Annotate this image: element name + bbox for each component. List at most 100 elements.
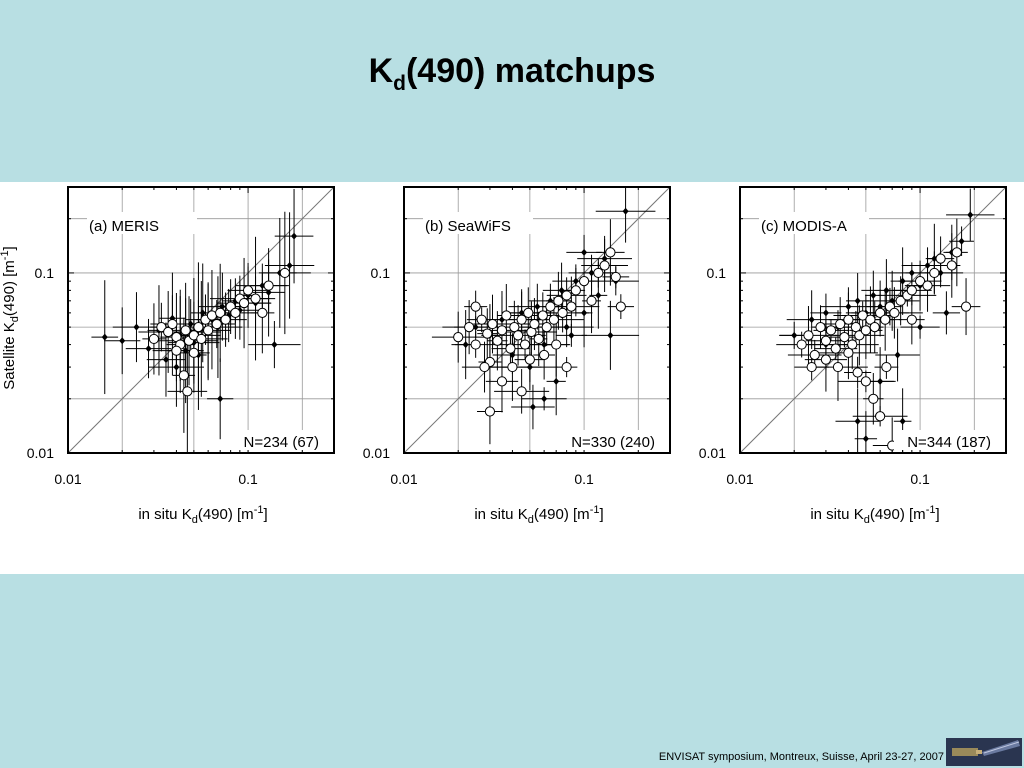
circle-point	[492, 335, 503, 346]
diamond-point	[899, 417, 906, 425]
diamond-point	[119, 337, 126, 345]
diamond-point	[601, 255, 608, 263]
n-count-label: N=344 (187)	[907, 434, 991, 451]
diamond-point	[182, 347, 189, 355]
circle-point	[238, 297, 250, 309]
circle-point	[533, 333, 544, 345]
circle-point	[193, 322, 204, 333]
diamond-point	[526, 363, 533, 371]
circle-point	[516, 314, 527, 325]
diamond-point	[199, 309, 206, 317]
circle-point	[880, 314, 891, 325]
circle-point	[586, 295, 597, 306]
y-axis-label-group: Satellite Kd(490) [m-1]	[0, 246, 21, 389]
circle-point	[211, 318, 222, 330]
diamond-point	[568, 331, 575, 339]
diamond-point	[541, 341, 548, 349]
circle-point	[196, 333, 207, 345]
circle-point	[610, 271, 621, 283]
x-tick-label: 0.1	[910, 471, 930, 487]
diamond-point	[133, 323, 140, 331]
diamond-point	[187, 320, 194, 328]
circle-point	[171, 345, 182, 356]
diamond-point	[877, 303, 884, 311]
diamond-point	[889, 297, 896, 305]
panel-label: (c) MODIS-A	[761, 218, 847, 235]
circle-point	[875, 411, 886, 422]
circle-point	[453, 332, 464, 343]
scatter-figure: 0.01 0.1 0.01 0.1 (a) MERIS N=234 (67) in situ…	[0, 186, 1007, 526]
circle-point	[852, 367, 863, 378]
circle-point	[865, 314, 876, 325]
circle-point	[188, 347, 199, 358]
diamond-point	[217, 395, 224, 403]
diamond-point	[588, 269, 595, 277]
circle-point	[487, 318, 498, 330]
x-tick-label: 0.01	[726, 471, 753, 487]
circle-point	[593, 267, 604, 279]
circle-point	[257, 307, 268, 318]
circle-point	[868, 393, 879, 404]
diamond-point	[883, 286, 890, 294]
circle-point	[541, 322, 552, 333]
circle-point	[906, 314, 917, 325]
x-axis-label: in situ Kd(490) [m-1]	[810, 504, 939, 526]
diamond-point	[967, 211, 974, 219]
plot-frame	[403, 186, 671, 454]
circle-point	[929, 267, 940, 279]
footer-text: ENVISAT symposium, Montreux, Suisse, Apr…	[658, 751, 944, 763]
diamond-point	[219, 303, 226, 311]
circle-point	[832, 361, 844, 373]
circle-point	[148, 333, 160, 345]
circle-point	[578, 276, 590, 287]
x-axis-label: in situ Kd(490) [m-1]	[138, 504, 267, 526]
circle-point	[156, 322, 167, 333]
circle-point	[906, 285, 917, 296]
circle-point	[869, 322, 880, 333]
diamond-point	[595, 291, 602, 299]
circle-point	[847, 339, 858, 350]
y-tick-label: 0.01	[363, 445, 390, 461]
circle-point	[889, 307, 900, 318]
diamond-point	[271, 341, 278, 349]
diamond-point	[924, 261, 931, 269]
circle-point	[860, 325, 871, 336]
circle-point	[820, 335, 832, 346]
x-axis-label: in situ Kd(490) [m-1]	[474, 504, 603, 526]
circle-point	[815, 322, 826, 333]
scatter-panel-1: 0.01 0.1 0.01 0.1 (a) MERIS N=234 (67) in situ…	[0, 186, 335, 526]
diamond-point	[529, 403, 536, 411]
circle-point	[615, 301, 626, 312]
circle-point	[496, 376, 508, 387]
diamond-point	[462, 341, 469, 349]
circle-point	[935, 253, 946, 264]
panel-label: (a) MERIS	[89, 218, 159, 235]
diamond-point	[472, 323, 479, 331]
n-count-label: N=234 (67)	[244, 434, 319, 451]
circle-point	[263, 280, 274, 291]
data-marks	[91, 188, 315, 453]
circle-point	[476, 314, 487, 325]
panel-label: (b) SeaWiFS	[425, 218, 511, 235]
tick-marks	[739, 187, 1006, 454]
scatter-panel-2: 0.01 0.1 0.01 0.1 (b) SeaWiFS N=330 (240) in s…	[363, 186, 671, 526]
diamond-point	[101, 333, 108, 341]
diamond-point	[581, 309, 588, 317]
diamond-point	[894, 351, 901, 359]
circle-point	[230, 307, 241, 318]
figure-area: 0.01 0.1 0.01 0.1 (a) MERIS N=234 (67) in situ…	[0, 182, 1024, 574]
diamond-point	[498, 316, 505, 324]
diamond-point	[572, 277, 579, 285]
circle-point	[529, 318, 540, 330]
plot-frame	[67, 186, 335, 454]
tick-marks	[403, 187, 670, 454]
circle-point	[182, 386, 193, 397]
circle-point	[250, 293, 261, 304]
y-tick-label: 0.1	[371, 265, 391, 281]
diamond-point	[870, 291, 877, 299]
circle-point	[843, 347, 854, 358]
diamond-point	[958, 237, 965, 245]
slide-title: Kd(490) matchups	[368, 52, 656, 95]
circle-point	[895, 295, 906, 306]
circle-point	[279, 267, 290, 279]
